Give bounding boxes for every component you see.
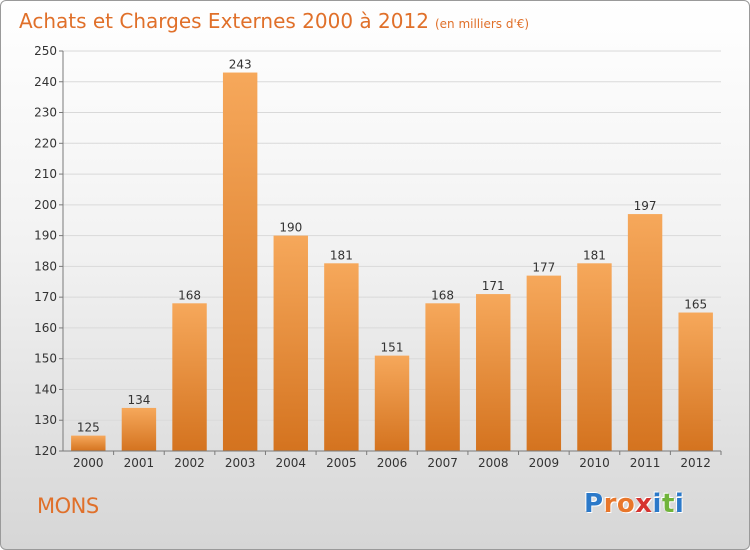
y-tick-label: 240 bbox=[34, 75, 57, 89]
x-tick-label: 2009 bbox=[529, 456, 560, 470]
bar bbox=[577, 263, 612, 451]
x-tick-label: 2005 bbox=[326, 456, 357, 470]
x-tick-label: 2007 bbox=[427, 456, 458, 470]
bar bbox=[121, 407, 157, 451]
data-label: 151 bbox=[381, 341, 404, 355]
y-tick-label: 150 bbox=[34, 352, 57, 366]
y-tick-label: 200 bbox=[34, 198, 57, 212]
x-tick-label: 2001 bbox=[124, 456, 155, 470]
data-label: 125 bbox=[77, 421, 100, 435]
data-label: 168 bbox=[178, 288, 201, 302]
x-axis-ticks: 2000 2001 2002 2003 2004 2005 2006 2007 2008 2009… bbox=[73, 451, 722, 470]
y-tick-label: 120 bbox=[34, 444, 57, 458]
y-tick-label: 180 bbox=[34, 259, 57, 273]
chart-title: Achats et Charges Externes 2000 à 2012 (e… bbox=[19, 9, 529, 33]
logo-letter: r bbox=[603, 489, 617, 519]
x-tick-label: 2003 bbox=[225, 456, 256, 470]
data-label: 168 bbox=[431, 288, 454, 302]
bar bbox=[324, 263, 359, 451]
bar bbox=[678, 312, 713, 451]
logo-letter: o bbox=[616, 489, 636, 519]
bar bbox=[627, 214, 663, 451]
logo-letter: P bbox=[584, 489, 604, 519]
bar bbox=[273, 235, 308, 451]
bar bbox=[374, 355, 410, 451]
x-tick-label: 2011 bbox=[630, 456, 661, 470]
chart-unit: (en milliers d'€) bbox=[434, 17, 530, 31]
y-tick-label: 140 bbox=[34, 382, 57, 396]
bars bbox=[71, 72, 713, 452]
data-labels: 125 134 168 243 190 181 151 168 171 177 181 197 165 bbox=[77, 58, 707, 435]
y-tick-label: 210 bbox=[34, 167, 57, 181]
x-tick-label: 2008 bbox=[478, 456, 509, 470]
x-tick-label: 2006 bbox=[377, 456, 408, 470]
x-tick-label: 2002 bbox=[174, 456, 205, 470]
y-tick-label: 160 bbox=[34, 321, 57, 335]
bar bbox=[71, 435, 106, 451]
data-label: 181 bbox=[583, 248, 606, 262]
logo-letter: t bbox=[661, 489, 675, 519]
logo-letter: i bbox=[652, 489, 662, 519]
bar bbox=[172, 303, 207, 451]
x-tick-label: 2004 bbox=[275, 456, 306, 470]
y-tick-label: 170 bbox=[34, 290, 57, 304]
bar bbox=[222, 72, 258, 452]
y-axis-ticks: 120 130 140 150 160 170 180 190 200 210 220 230 240 2… bbox=[34, 44, 63, 458]
data-label: 171 bbox=[482, 279, 505, 293]
y-tick-label: 250 bbox=[34, 44, 57, 58]
x-tick-label: 2000 bbox=[73, 456, 104, 470]
data-label: 197 bbox=[634, 199, 657, 213]
data-label: 181 bbox=[330, 248, 353, 262]
logo-letter: x bbox=[635, 489, 653, 519]
logo-letter: i bbox=[674, 489, 685, 519]
data-label: 134 bbox=[127, 393, 150, 407]
bar bbox=[425, 303, 460, 451]
y-tick-label: 130 bbox=[34, 413, 57, 427]
axes bbox=[62, 51, 721, 452]
location-name: MONS bbox=[37, 494, 99, 518]
data-label: 177 bbox=[532, 261, 555, 275]
y-tick-label: 220 bbox=[34, 136, 57, 150]
bar bbox=[526, 275, 562, 451]
proxiti-logo: Proxiti bbox=[584, 489, 684, 519]
data-label: 165 bbox=[684, 298, 707, 312]
data-label: 243 bbox=[229, 58, 252, 72]
bar bbox=[476, 294, 511, 451]
data-label: 190 bbox=[279, 221, 302, 235]
x-tick-label: 2010 bbox=[579, 456, 610, 470]
y-tick-label: 230 bbox=[34, 106, 57, 120]
chart-title-text: Achats et Charges Externes 2000 à 2012 bbox=[19, 9, 429, 33]
y-tick-label: 190 bbox=[34, 229, 57, 243]
x-tick-label: 2012 bbox=[680, 456, 711, 470]
